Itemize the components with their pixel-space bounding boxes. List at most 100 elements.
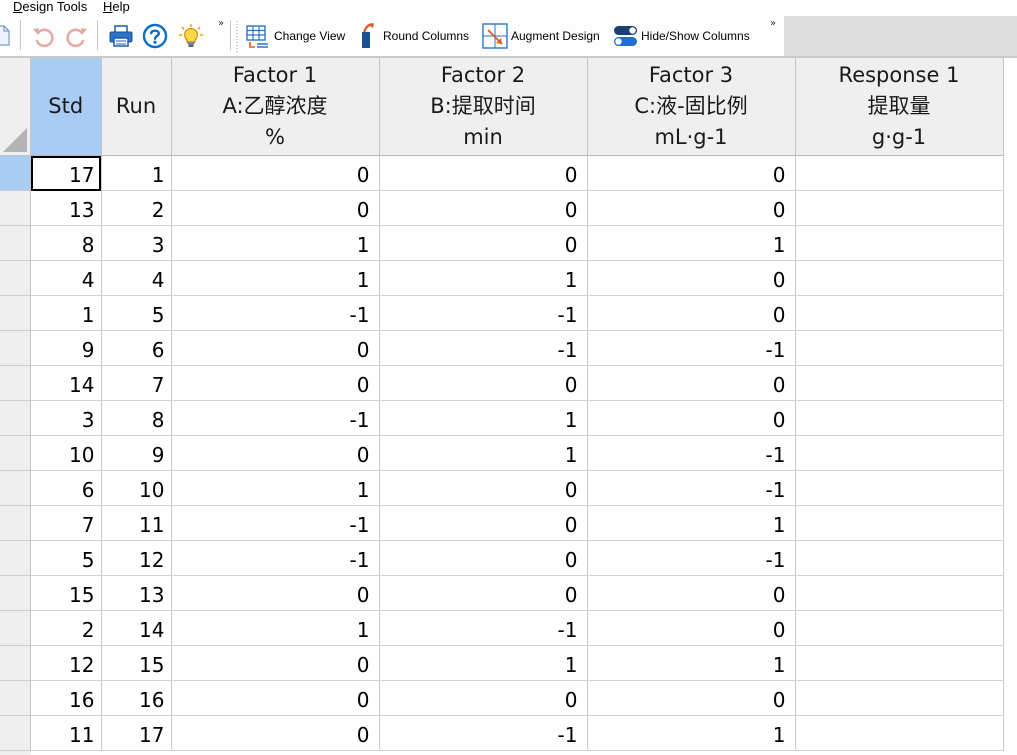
row-header[interactable] — [0, 576, 31, 611]
row-header[interactable] — [0, 156, 31, 191]
cell-r[interactable] — [795, 435, 1004, 471]
redo-button[interactable] — [63, 22, 91, 50]
column-header-a[interactable]: Factor 1 A:乙醇浓度% — [171, 58, 380, 156]
cell-a[interactable]: 1 — [171, 260, 380, 296]
help-button[interactable] — [140, 21, 170, 51]
cell-a[interactable]: 1 — [171, 470, 380, 506]
cell-b[interactable]: 1 — [379, 645, 588, 681]
toolbar-overflow-chevron[interactable]: » — [218, 18, 224, 29]
cell-b[interactable]: -1 — [379, 295, 588, 331]
change-view-button[interactable]: Change View — [246, 21, 345, 51]
row-header[interactable] — [0, 331, 31, 366]
cell-a[interactable]: -1 — [171, 540, 380, 576]
cell-a[interactable]: -1 — [171, 400, 380, 436]
cell-b[interactable]: 0 — [379, 505, 588, 541]
cell-b[interactable]: -1 — [379, 610, 588, 646]
cell-a[interactable]: 0 — [171, 365, 380, 401]
new-document-button[interactable] — [0, 20, 10, 50]
cell-c[interactable]: 1 — [587, 505, 796, 541]
hide-show-columns-button[interactable]: Hide/Show Columns — [613, 21, 750, 51]
cell-run[interactable]: 7 — [101, 365, 172, 401]
cell-std[interactable]: 10 — [31, 435, 102, 471]
column-header-run[interactable]: Run — [101, 58, 172, 156]
print-button[interactable] — [106, 21, 136, 51]
cell-c[interactable]: 0 — [587, 610, 796, 646]
cell-std[interactable]: 12 — [31, 645, 102, 681]
cell-b[interactable]: 0 — [379, 575, 588, 611]
cell-run[interactable]: 17 — [101, 715, 172, 751]
row-header[interactable] — [0, 506, 31, 541]
column-header-c[interactable]: Factor 3 C:液-固比例 mL·g-1 — [587, 58, 796, 156]
cell-std[interactable]: 8 — [31, 225, 102, 261]
cell-run[interactable]: 14 — [101, 610, 172, 646]
cell-c[interactable]: 1 — [587, 715, 796, 751]
cell-b[interactable]: -1 — [379, 715, 588, 751]
undo-button[interactable] — [29, 22, 57, 50]
cell-r[interactable] — [795, 575, 1004, 611]
cell-b[interactable]: 0 — [379, 225, 588, 261]
cell-c[interactable]: 0 — [587, 155, 796, 191]
column-header-b[interactable]: Factor 2 B:提取时间 min — [379, 58, 588, 156]
cell-run[interactable]: 5 — [101, 295, 172, 331]
cell-run[interactable]: 1 — [101, 155, 172, 191]
cell-run[interactable]: 11 — [101, 505, 172, 541]
cell-std[interactable]: 11 — [31, 715, 102, 751]
cell-c[interactable]: -1 — [587, 330, 796, 366]
tips-button[interactable] — [176, 21, 206, 51]
cell-r[interactable] — [795, 190, 1004, 226]
cell-b[interactable]: 1 — [379, 400, 588, 436]
cell-b[interactable]: -1 — [379, 330, 588, 366]
cell-run[interactable]: 2 — [101, 190, 172, 226]
cell-run[interactable]: 6 — [101, 330, 172, 366]
cell-c[interactable]: -1 — [587, 435, 796, 471]
cell-c[interactable]: 0 — [587, 260, 796, 296]
cell-r[interactable] — [795, 540, 1004, 576]
cell-a[interactable]: 0 — [171, 680, 380, 716]
cell-b[interactable]: 0 — [379, 365, 588, 401]
row-header[interactable] — [0, 366, 31, 401]
cell-std[interactable]: 15 — [31, 575, 102, 611]
row-header[interactable] — [0, 541, 31, 576]
cell-run[interactable]: 10 — [101, 470, 172, 506]
row-header[interactable] — [0, 261, 31, 296]
cell-run[interactable]: 16 — [101, 680, 172, 716]
cell-r[interactable] — [795, 645, 1004, 681]
cell-run[interactable]: 13 — [101, 575, 172, 611]
cell-b[interactable]: 0 — [379, 155, 588, 191]
cell-std[interactable]: 2 — [31, 610, 102, 646]
cell-a[interactable]: 0 — [171, 715, 380, 751]
row-header[interactable] — [0, 226, 31, 261]
augment-design-button[interactable]: Augment Design — [482, 21, 600, 51]
cell-r[interactable] — [795, 400, 1004, 436]
cell-b[interactable]: 0 — [379, 680, 588, 716]
row-header[interactable] — [0, 191, 31, 226]
cell-std[interactable]: 5 — [31, 540, 102, 576]
cell-a[interactable]: 0 — [171, 575, 380, 611]
menu-design-tools[interactable]: Design Tools — [13, 0, 87, 16]
cell-std[interactable]: 1 — [31, 295, 102, 331]
cell-a[interactable]: 0 — [171, 435, 380, 471]
cell-b[interactable]: 0 — [379, 540, 588, 576]
cell-r[interactable] — [795, 295, 1004, 331]
cell-std[interactable]: 6 — [31, 470, 102, 506]
cell-a[interactable]: 0 — [171, 645, 380, 681]
cell-c[interactable]: 0 — [587, 365, 796, 401]
cell-a[interactable]: 0 — [171, 155, 380, 191]
row-header[interactable] — [0, 436, 31, 471]
cell-run[interactable]: 4 — [101, 260, 172, 296]
cell-std[interactable]: 4 — [31, 260, 102, 296]
toolbar-grip[interactable] — [236, 20, 238, 52]
cell-r[interactable] — [795, 330, 1004, 366]
menu-help[interactable]: Help — [103, 0, 130, 16]
cell-r[interactable] — [795, 155, 1004, 191]
toolbar-overflow-chevron[interactable]: » — [770, 18, 776, 29]
cell-a[interactable]: 0 — [171, 190, 380, 226]
cell-c[interactable]: -1 — [587, 540, 796, 576]
cell-a[interactable]: -1 — [171, 295, 380, 331]
cell-r[interactable] — [795, 365, 1004, 401]
column-header-r[interactable]: Response 1 提取量 g·g-1 — [795, 58, 1004, 156]
cell-c[interactable]: 0 — [587, 190, 796, 226]
cell-c[interactable]: 0 — [587, 295, 796, 331]
cell-std[interactable]: 7 — [31, 505, 102, 541]
grid-corner-select-all[interactable] — [0, 58, 31, 156]
